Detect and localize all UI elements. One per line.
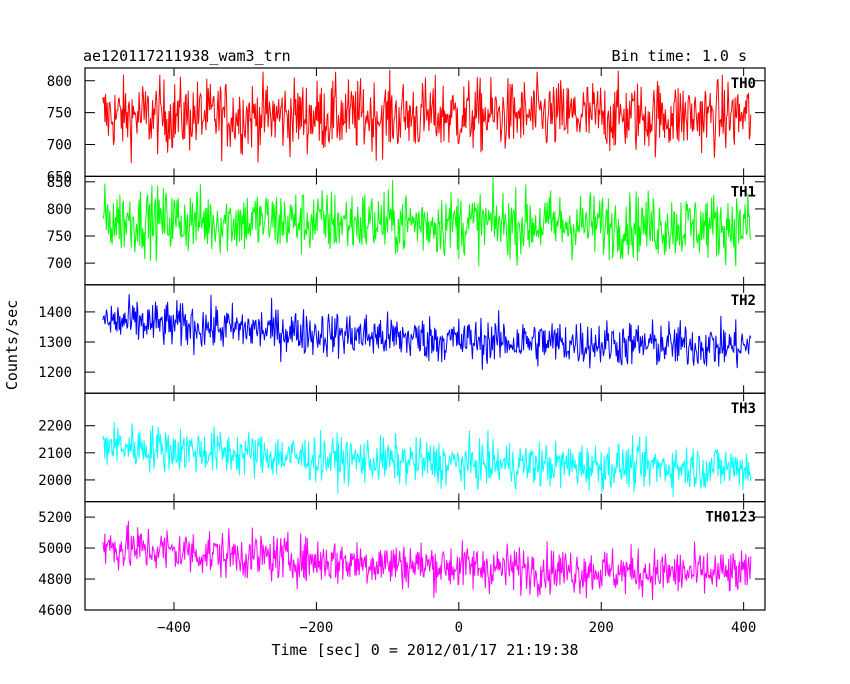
- y-tick-label: 4800: [38, 572, 72, 588]
- x-tick-label: 200: [589, 620, 614, 636]
- y-tick-label: 700: [47, 138, 72, 154]
- x-axis-label: Time [sec] 0 = 2012/01/17 21:19:38: [271, 641, 578, 659]
- y-tick-label: 5000: [38, 541, 72, 557]
- plot-title: ae120117211938_wam3_trn: [83, 47, 291, 65]
- series-line-th0123: [102, 520, 752, 600]
- bin-time-label: Bin time: 1.0 s: [612, 47, 747, 65]
- panel-th3: 2000 2100 2200 TH3: [38, 392, 766, 503]
- y-tick-label: 4600: [38, 603, 72, 619]
- y-tick-label: 850: [47, 175, 72, 191]
- panel-label-th3: TH3: [731, 401, 756, 417]
- panel-th2: 1200 1300 1400 TH2: [38, 284, 766, 394]
- panel-label-th0: TH0: [731, 76, 756, 92]
- series-line-th1: [102, 176, 752, 267]
- y-tick-label: 800: [47, 202, 72, 218]
- panel-stack: 650 700 750 800 TH0 700 750 800 850 TH1 1200 1300 14…: [38, 67, 766, 619]
- x-tick-label: −400: [157, 620, 191, 636]
- y-tick-label: 2200: [38, 419, 72, 435]
- y-tick-label: 750: [47, 106, 72, 122]
- series-line-th2: [102, 294, 752, 370]
- panel-frame: [84, 501, 766, 611]
- x-tick-label: −200: [300, 620, 334, 636]
- y-tick-label: 2100: [38, 446, 72, 462]
- panel-label-th1: TH1: [731, 184, 756, 200]
- panel-label-th0123: TH0123: [705, 510, 756, 526]
- y-tick-label: 5200: [38, 510, 72, 526]
- y-axis-label: Counts/sec: [3, 300, 21, 390]
- panel-th0: 650 700 750 800 TH0: [47, 67, 766, 185]
- y-tick-label: 2000: [38, 473, 72, 489]
- panel-label-th2: TH2: [731, 293, 756, 309]
- series-line-th3: [102, 421, 752, 498]
- panel-th0123: 4600 4800 5000 5200 TH0123: [38, 501, 766, 619]
- y-tick-label: 1200: [38, 365, 72, 381]
- x-tick-label: 400: [731, 620, 756, 636]
- y-tick-label: 700: [47, 256, 72, 272]
- x-tick-label: 0: [455, 620, 463, 636]
- y-tick-label: 750: [47, 229, 72, 245]
- y-tick-label: 1300: [38, 335, 72, 351]
- y-tick-label: 650: [47, 169, 72, 185]
- y-tick-label: 800: [47, 74, 72, 90]
- y-tick-label: 1400: [38, 305, 72, 321]
- x-axis: −400 −200 0 200 400: [157, 620, 756, 636]
- series-line-th0: [102, 69, 752, 164]
- panel-th1: 700 750 800 850 TH1: [47, 175, 766, 286]
